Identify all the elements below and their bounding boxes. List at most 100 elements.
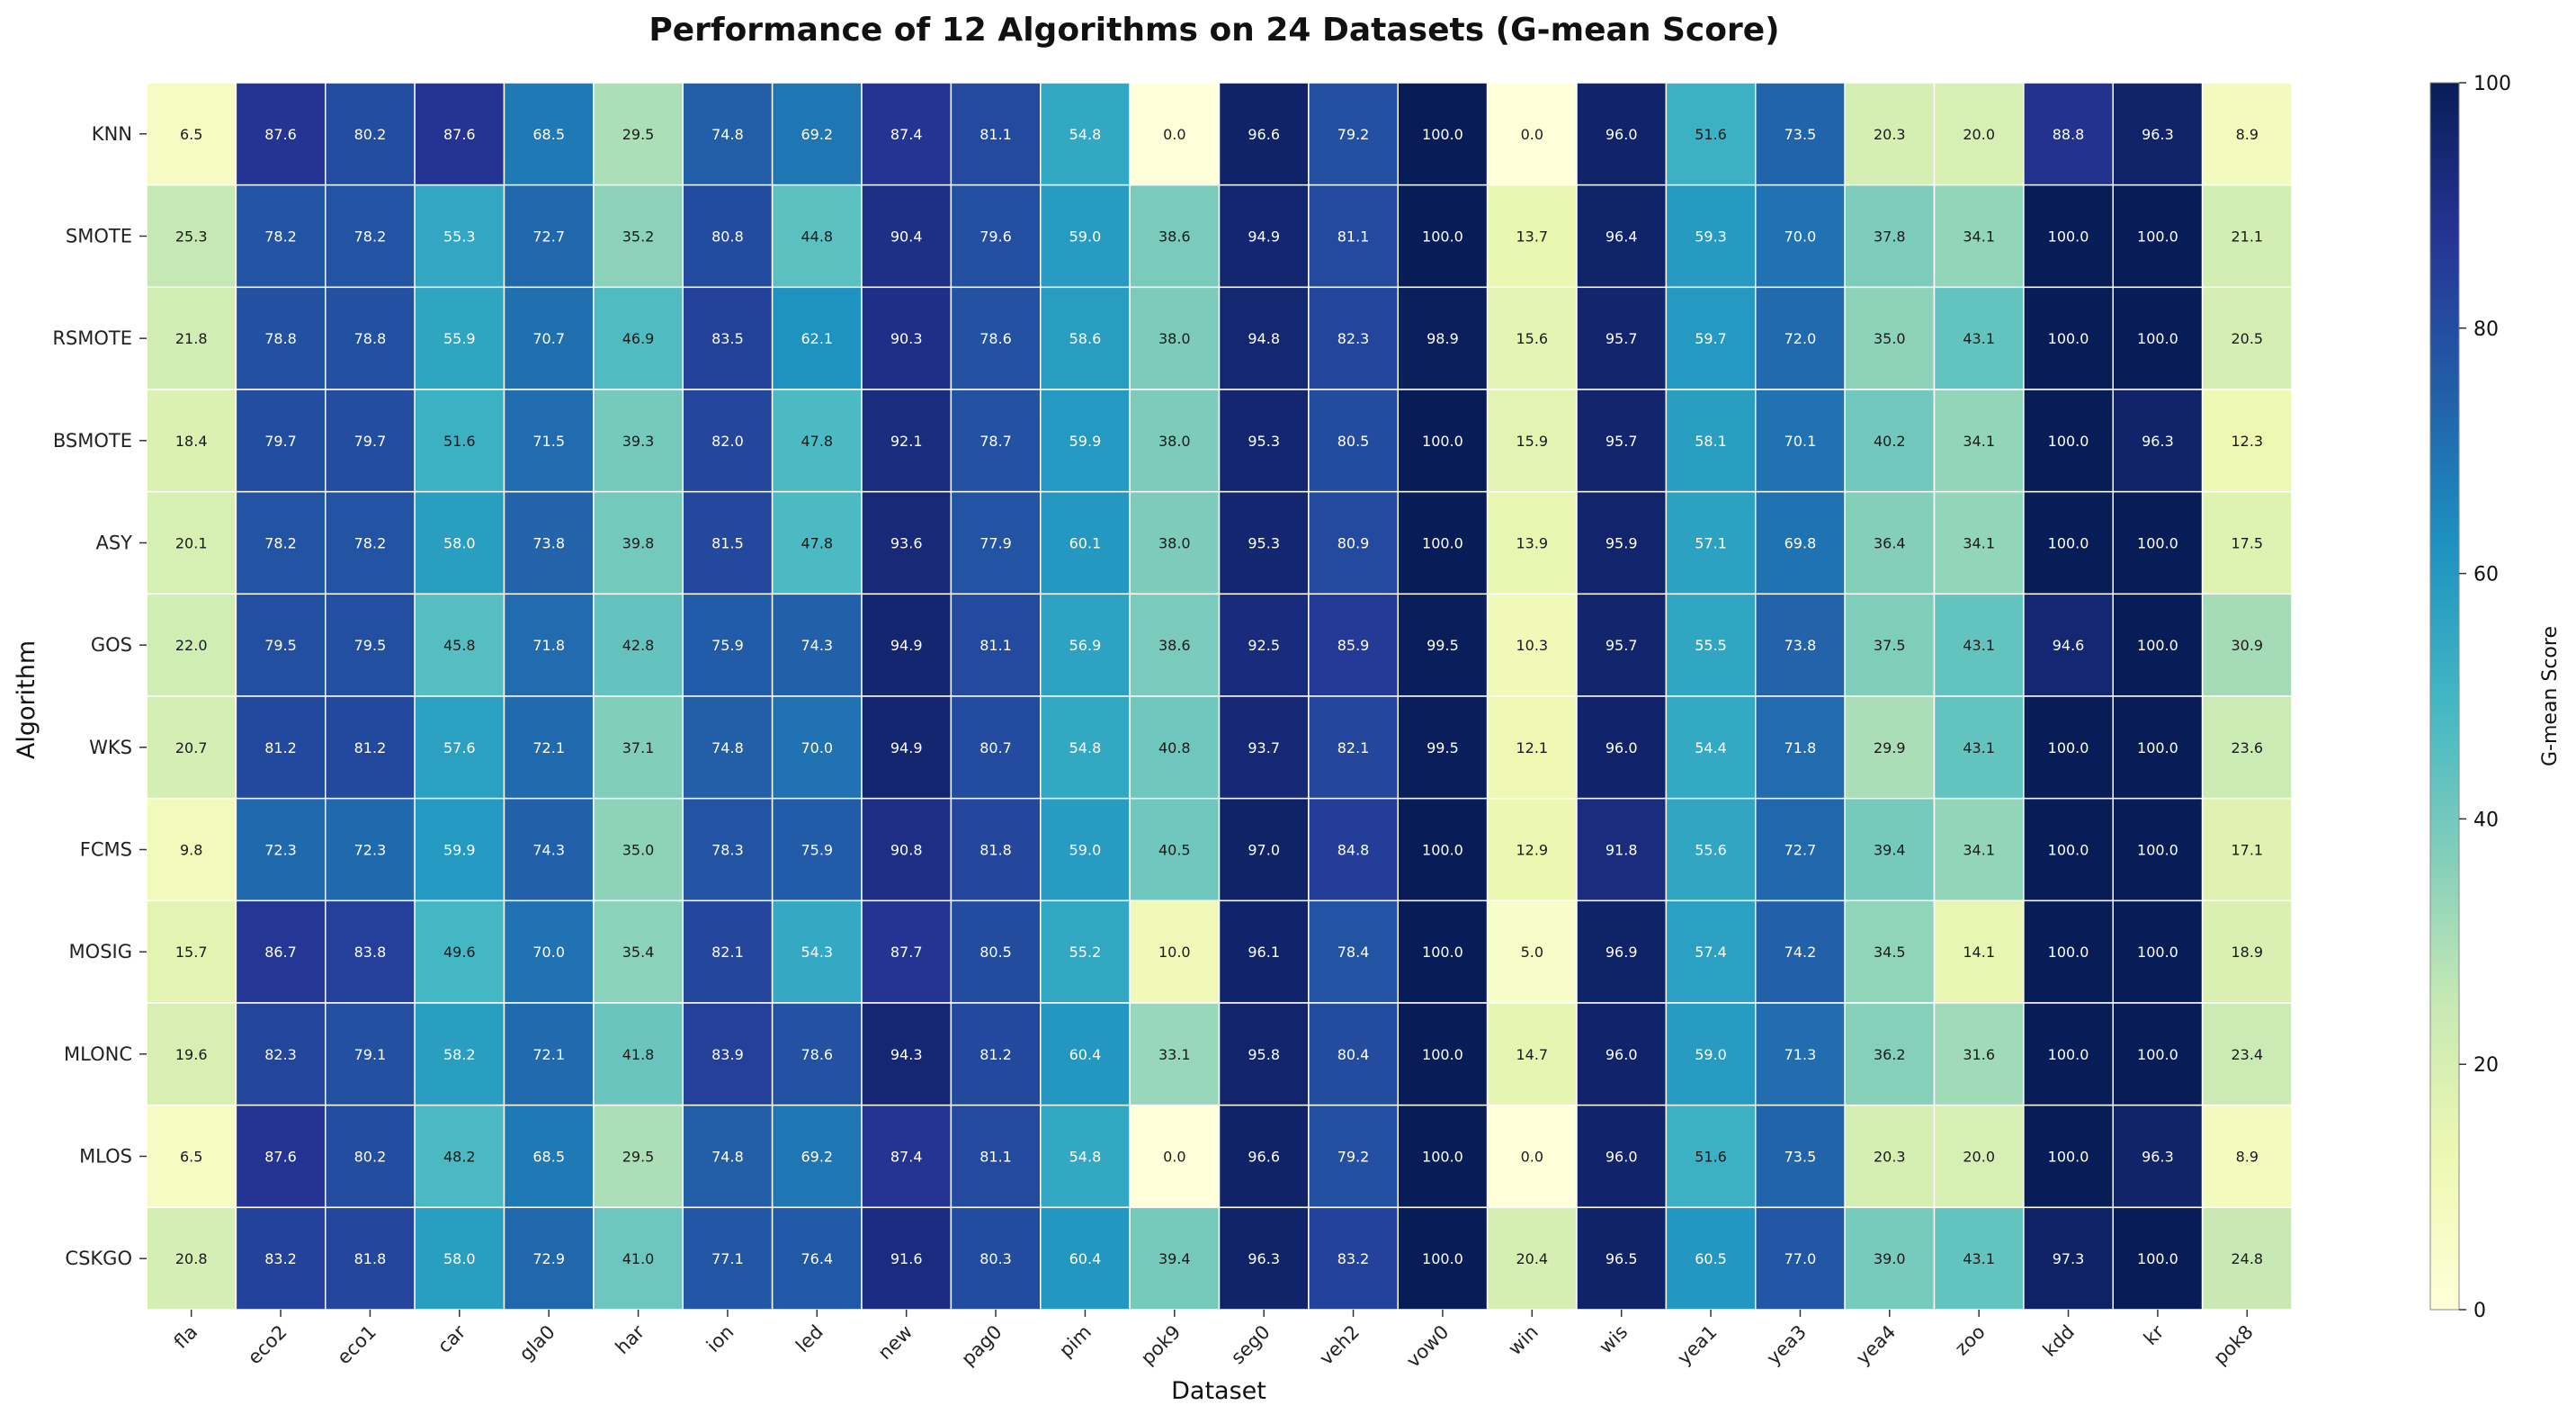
cell-value-label: 80.3 bbox=[979, 1250, 1012, 1267]
x-tick-label: pim bbox=[1055, 1321, 1096, 1362]
heatmap-cell bbox=[1397, 1104, 1489, 1209]
heatmap-cell bbox=[235, 593, 326, 697]
cell-value-label: 81.5 bbox=[711, 535, 744, 552]
cell-value-label: 58.2 bbox=[443, 1046, 476, 1063]
heatmap-cell bbox=[1397, 389, 1489, 493]
cell-value-label: 23.4 bbox=[2231, 1046, 2263, 1063]
cell-value-label: 74.8 bbox=[711, 1149, 744, 1166]
cell-value-label: 100.0 bbox=[2137, 739, 2178, 756]
cell-value-label: 80.4 bbox=[1337, 1046, 1370, 1063]
heatmap-cell bbox=[1576, 389, 1668, 493]
cell-value-label: 70.7 bbox=[532, 330, 565, 347]
cell-value-label: 51.6 bbox=[1695, 126, 1727, 143]
cell-value-label: 77.9 bbox=[979, 535, 1012, 552]
heatmap-cell bbox=[146, 389, 237, 493]
cell-value-label: 71.5 bbox=[532, 433, 565, 450]
heatmap-cell bbox=[861, 490, 953, 595]
cell-value-label: 39.3 bbox=[622, 433, 655, 450]
heatmap-cell bbox=[414, 490, 505, 595]
cell-value-label: 51.6 bbox=[443, 433, 476, 450]
cell-value-label: 78.8 bbox=[354, 330, 387, 347]
cell-value-label: 96.6 bbox=[1248, 1149, 1280, 1166]
heatmap-cell bbox=[2201, 389, 2293, 493]
heatmap-cell bbox=[1844, 82, 1936, 186]
cell-value-label: 82.3 bbox=[264, 1046, 297, 1063]
cell-value-label: 29.5 bbox=[622, 126, 655, 143]
cell-value-label: 37.5 bbox=[1874, 637, 1906, 654]
cell-value-label: 35.2 bbox=[622, 228, 655, 246]
y-tick-label: RSMOTE bbox=[52, 327, 132, 349]
y-axis-label: Algorithm bbox=[13, 640, 40, 759]
heatmap-cell bbox=[1040, 286, 1131, 390]
cell-value-label: 79.1 bbox=[354, 1046, 387, 1063]
heatmap-cell bbox=[1844, 797, 1936, 902]
cell-value-label: 24.8 bbox=[2231, 1250, 2263, 1267]
heatmap-cell bbox=[1665, 286, 1757, 390]
heatmap-cell bbox=[950, 695, 1042, 800]
heatmap-cell bbox=[771, 490, 863, 595]
heatmap-cell bbox=[1486, 82, 1578, 186]
cell-value-label: 58.0 bbox=[443, 535, 476, 552]
heatmap-cell bbox=[1665, 695, 1757, 800]
y-tick-labels: KNN SMOTE RSMOTE BSMOTE ASY GOS WKS FCMS MOSIG ML… bbox=[52, 123, 147, 1269]
cell-value-label: 39.4 bbox=[1874, 842, 1906, 859]
heatmap-cell bbox=[2023, 490, 2115, 595]
cell-value-label: 87.6 bbox=[264, 126, 297, 143]
cell-value-label: 58.0 bbox=[443, 1250, 476, 1267]
cell-value-label: 46.9 bbox=[622, 330, 655, 347]
heatmap-cell bbox=[235, 899, 326, 1004]
cell-value-label: 100.0 bbox=[1422, 228, 1463, 246]
cell-value-label: 38.0 bbox=[1158, 433, 1191, 450]
cell-value-label: 72.1 bbox=[532, 1046, 565, 1063]
cell-value-label: 25.3 bbox=[175, 228, 208, 246]
cell-value-label: 6.5 bbox=[180, 126, 202, 143]
heatmap-cell bbox=[1129, 1002, 1221, 1106]
heatmap-cell bbox=[325, 490, 416, 595]
cell-value-label: 17.5 bbox=[2231, 535, 2263, 552]
heatmap-cell bbox=[1486, 1002, 1578, 1106]
heatmap-cell bbox=[414, 797, 505, 902]
heatmap-cell bbox=[1665, 899, 1757, 1004]
heatmap-cell bbox=[1397, 183, 1489, 289]
heatmap-cell bbox=[593, 490, 684, 595]
heatmap-cell bbox=[771, 1206, 863, 1311]
cell-value-label: 13.9 bbox=[1516, 535, 1548, 552]
heatmap-cell bbox=[325, 695, 416, 800]
heatmap-cell bbox=[235, 1206, 326, 1311]
heatmap-cell bbox=[1755, 797, 1846, 902]
heatmap-cell bbox=[2112, 490, 2204, 595]
cell-value-label: 38.0 bbox=[1158, 330, 1191, 347]
cell-value-label: 62.1 bbox=[801, 330, 833, 347]
cell-value-label: 34.1 bbox=[1963, 433, 1995, 450]
cell-value-label: 100.0 bbox=[2137, 535, 2178, 552]
cell-value-label: 100.0 bbox=[2137, 637, 2178, 654]
cell-value-label: 13.7 bbox=[1516, 228, 1548, 246]
cell-value-label: 36.4 bbox=[1874, 535, 1906, 552]
heatmap-cell bbox=[1218, 695, 1310, 800]
heatmap-cell bbox=[325, 183, 416, 289]
heatmap-cell bbox=[146, 695, 237, 800]
heatmap-cell bbox=[2201, 1104, 2293, 1209]
cell-value-label: 90.4 bbox=[890, 228, 923, 246]
cell-value-label: 58.1 bbox=[1695, 433, 1727, 450]
cell-value-label: 100.0 bbox=[2048, 433, 2089, 450]
cell-value-label: 100.0 bbox=[1422, 1149, 1463, 1166]
heatmap-cell bbox=[771, 797, 863, 902]
cell-value-label: 75.9 bbox=[711, 637, 744, 654]
cell-value-label: 96.4 bbox=[1606, 228, 1638, 246]
cell-value-label: 90.3 bbox=[890, 330, 923, 347]
cell-value-label: 92.5 bbox=[1248, 637, 1280, 654]
colorbar-label: G-mean Score bbox=[2539, 626, 2562, 766]
cell-value-label: 44.8 bbox=[801, 228, 833, 246]
heatmap-cell bbox=[1486, 183, 1578, 289]
cell-value-label: 100.0 bbox=[2048, 535, 2089, 552]
heatmap-cell bbox=[2201, 899, 2293, 1004]
x-tick-label: seg0 bbox=[1227, 1321, 1275, 1369]
cell-value-label: 79.7 bbox=[264, 433, 297, 450]
heatmap-cell bbox=[2201, 593, 2293, 697]
heatmap-cell bbox=[146, 1002, 237, 1106]
cell-value-label: 100.0 bbox=[2137, 842, 2178, 859]
heatmap-cell bbox=[1755, 82, 1846, 186]
heatmap-cell bbox=[1308, 797, 1400, 902]
cell-value-label: 71.3 bbox=[1784, 1046, 1817, 1063]
